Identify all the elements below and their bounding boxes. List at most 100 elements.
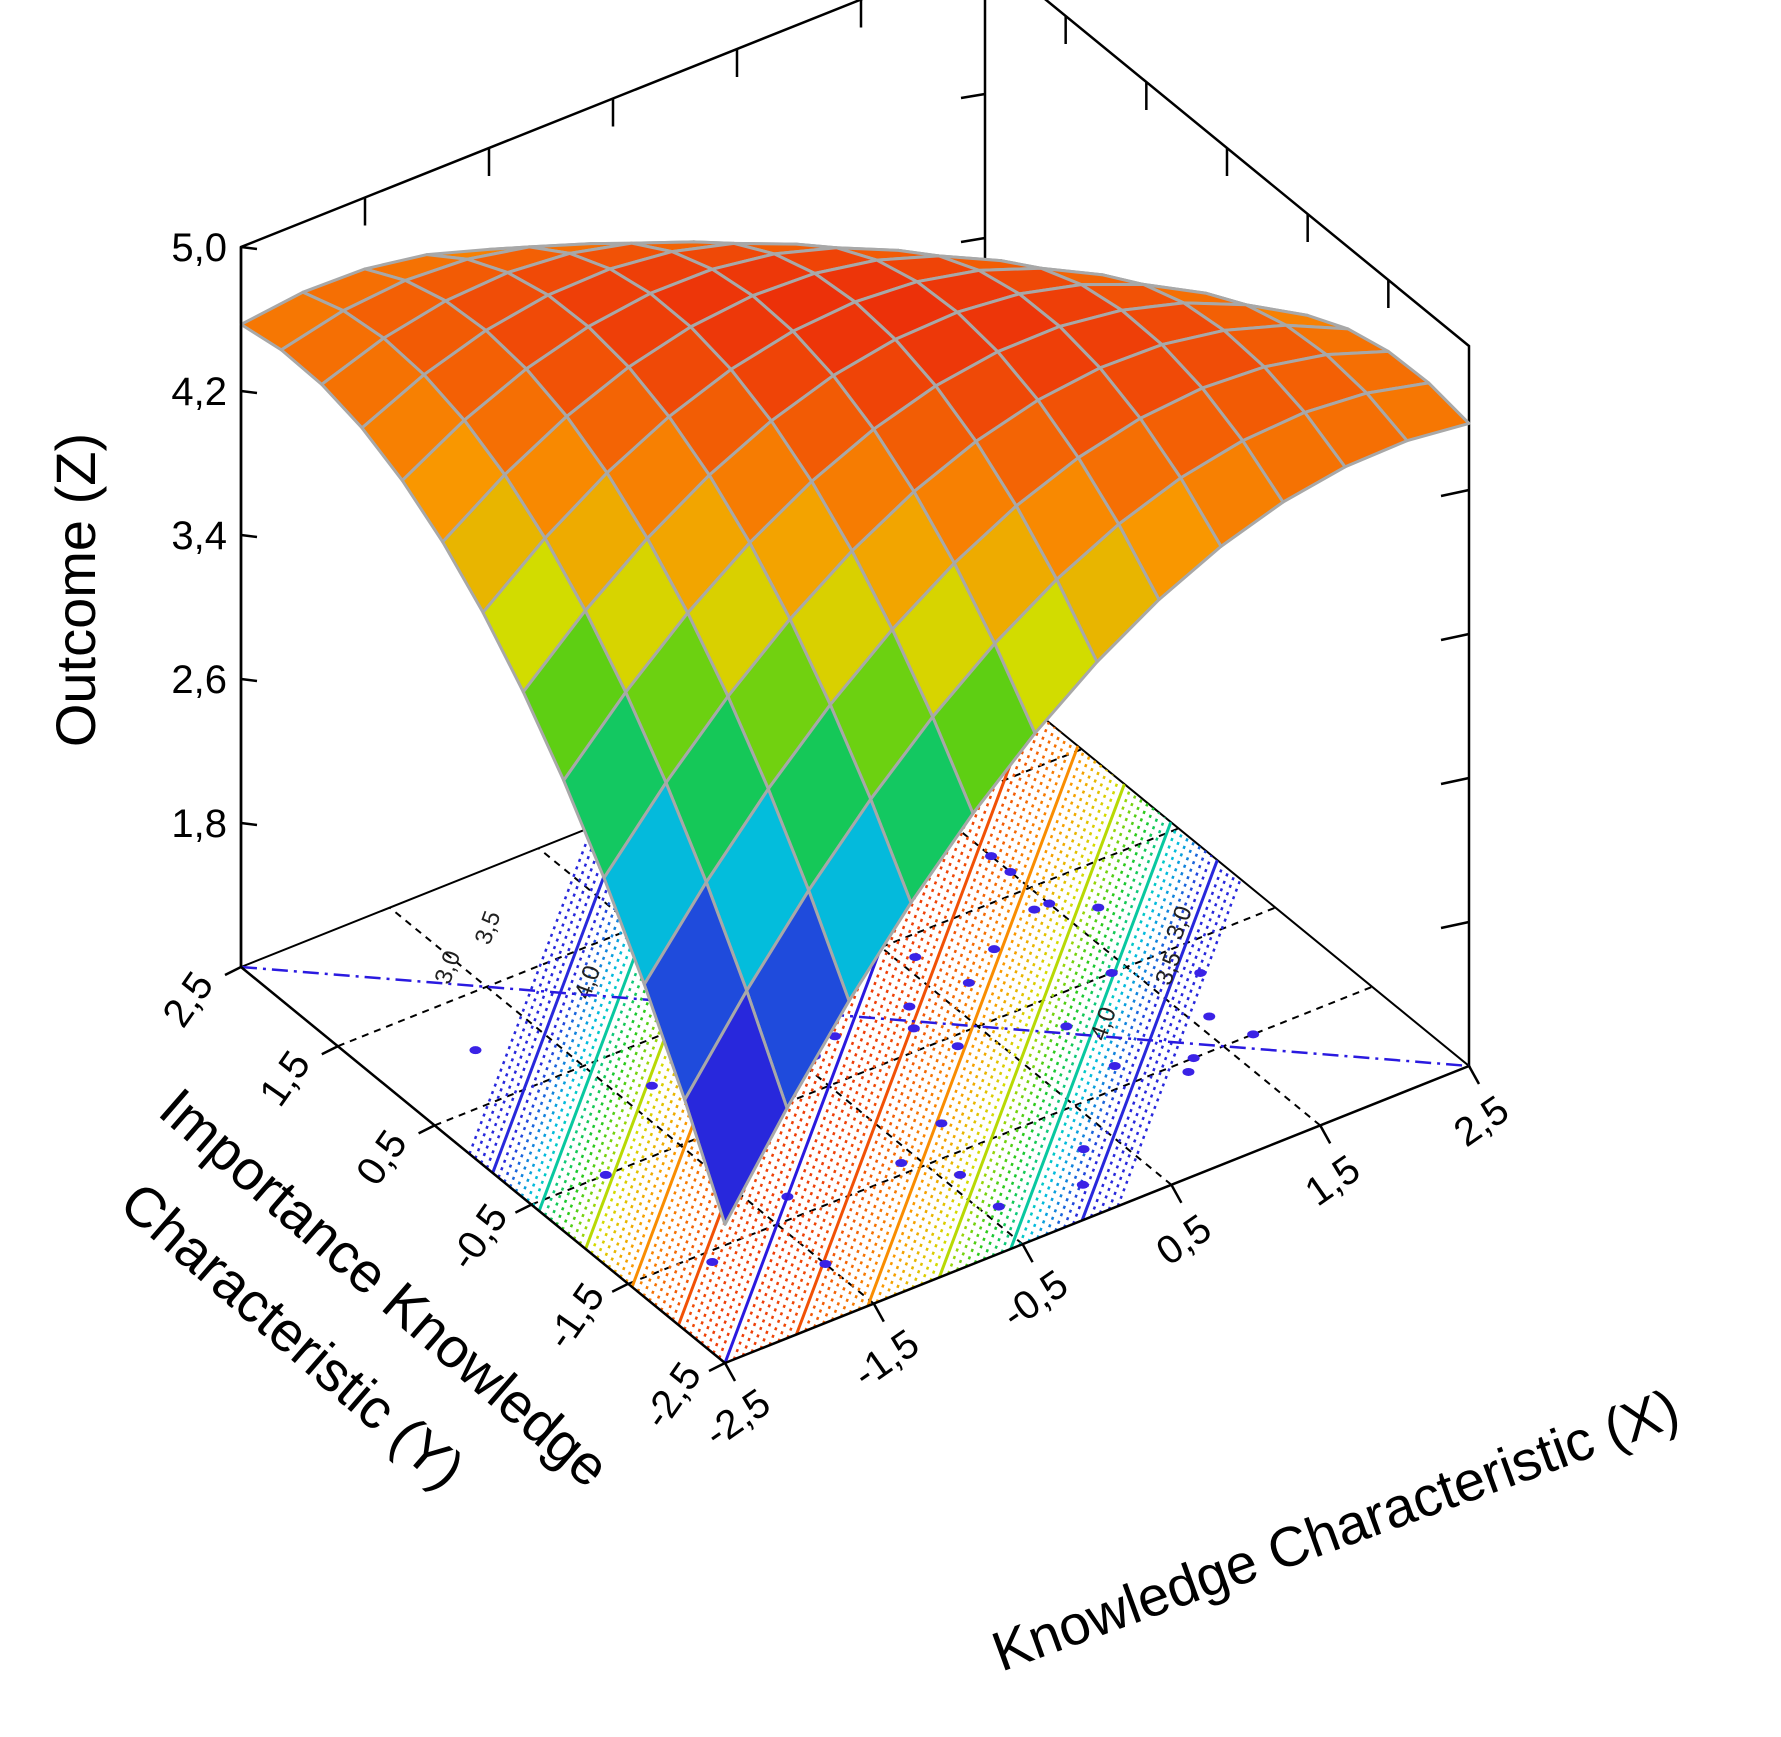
scatter-point (992, 1202, 1005, 1211)
surface-patch (683, 989, 789, 1226)
contour-dotted-line (777, 698, 1022, 1343)
z-tick-label: 4,2 (171, 370, 227, 414)
scatter-point (1247, 1030, 1260, 1039)
contour-solid-line (937, 783, 1126, 1278)
z-tick-label: 2,6 (171, 658, 227, 702)
scatter-point (988, 945, 1001, 954)
scatter-point (935, 1119, 948, 1128)
scatter-point (645, 1081, 658, 1090)
right-vertical-tick (1440, 920, 1470, 930)
scatter-point (954, 1170, 967, 1179)
z-tick-label: 1,8 (171, 802, 227, 846)
scatter-point (1077, 1145, 1090, 1154)
contour-dotted-line (688, 690, 933, 1335)
z-tick-mark (240, 677, 258, 683)
contour-dotted-line (503, 804, 647, 1183)
y-axis-line (240, 966, 726, 1364)
scatter-point (1105, 968, 1118, 977)
back-vertical-tick (960, 236, 986, 244)
contour-dotted-line (857, 740, 1074, 1310)
y-tick-label: -1,5 (538, 1275, 614, 1357)
scatter-point (469, 1046, 482, 1055)
contour-dotted-line (786, 702, 1027, 1339)
x-tick-mark (1021, 1243, 1034, 1263)
contour-dotted-line (526, 790, 683, 1202)
contour-dotted-line (474, 822, 603, 1160)
y-tick-label: 1,5 (251, 1043, 319, 1114)
scatter-point (903, 1002, 916, 1011)
contour-dotted-line (654, 712, 880, 1307)
contour-dotted-line (479, 819, 612, 1164)
contour-dotted-line (1063, 850, 1207, 1229)
y-tick-mark (418, 1124, 436, 1135)
contour-dotted-line (485, 815, 621, 1169)
scatter-point (1194, 968, 1207, 977)
contour-dotted-line (991, 812, 1161, 1257)
contour-dotted-line (1098, 869, 1231, 1214)
contour-dotted-line (532, 787, 692, 1207)
z-tick-label: 3,4 (171, 514, 227, 558)
contour-dotted-line (830, 726, 1056, 1321)
y-tick-mark (611, 1282, 629, 1293)
contour-dotted-line (590, 751, 781, 1255)
y-tick-label: 0,5 (348, 1123, 416, 1194)
front-axes (239, 247, 1470, 1365)
contour-solid-line (866, 745, 1080, 1307)
right-vertical-tick (1440, 632, 1470, 642)
z-tick-mark (240, 389, 258, 395)
scatter-point (1108, 1062, 1121, 1070)
scatter-point (828, 1032, 841, 1041)
contour-dotted-line (955, 793, 1138, 1271)
scatter-point (1092, 903, 1105, 912)
x-tick-label: -2,5 (697, 1381, 779, 1457)
y-tick-mark (708, 1361, 726, 1373)
contour-dotted-line (759, 688, 1010, 1350)
contour-dotted-line (1018, 826, 1178, 1246)
x-tick-label: 2,5 (1446, 1087, 1517, 1155)
x-tick-label: 1,5 (1297, 1147, 1368, 1215)
x-tick-label: -1,5 (845, 1321, 927, 1397)
contour-dotted-line (973, 802, 1149, 1264)
scatter-point (1203, 1012, 1216, 1021)
response-surface (239, 240, 1471, 1226)
contour-dotted-line (1116, 878, 1242, 1207)
contour-dotted-line (468, 826, 594, 1155)
contour-dotted-line (1089, 864, 1225, 1218)
x-tick-mark (1467, 1065, 1481, 1085)
x-axis-line (724, 1064, 1470, 1365)
contour-dotted-line (1027, 831, 1184, 1243)
scatter-point (599, 1170, 612, 1179)
right-vertical-tick (1440, 776, 1470, 786)
scatter-point (985, 852, 998, 861)
scatter-point (1076, 1180, 1089, 1189)
scatter-point (909, 953, 922, 962)
contour-dotted-line (929, 778, 1120, 1282)
x-axis-title: Knowledge Characteristic (X) (984, 1376, 1687, 1683)
scatter-point (1043, 899, 1056, 908)
y-tick-mark (514, 1203, 532, 1214)
contour-dotted-line (875, 750, 1085, 1303)
contour-dotted-line (1072, 854, 1213, 1225)
contour-dotted-line (848, 736, 1068, 1314)
scatter-point (706, 1258, 719, 1267)
scatter-point (907, 1024, 920, 1033)
y-tick-mark (224, 965, 242, 977)
floor-grid-line (434, 827, 1179, 1127)
scatter-point (1004, 867, 1017, 876)
contour-dotted-line (902, 764, 1103, 1293)
floor-grid-line (389, 906, 875, 1305)
x-tick-mark (1319, 1124, 1332, 1145)
x-tick-mark (723, 1362, 737, 1382)
z-tick-mark (240, 533, 258, 539)
z-tick-mark (240, 245, 258, 251)
scatter-point (1028, 905, 1041, 914)
x-tick-mark (872, 1302, 885, 1323)
z-tick-mark (240, 821, 258, 827)
scatter-point (1187, 1054, 1200, 1063)
z-axis-title: Outcome (Z) (44, 433, 107, 747)
y-tick-mark (321, 1045, 339, 1056)
scatter-point (951, 1042, 964, 1051)
back-vertical-tick (960, 92, 986, 100)
